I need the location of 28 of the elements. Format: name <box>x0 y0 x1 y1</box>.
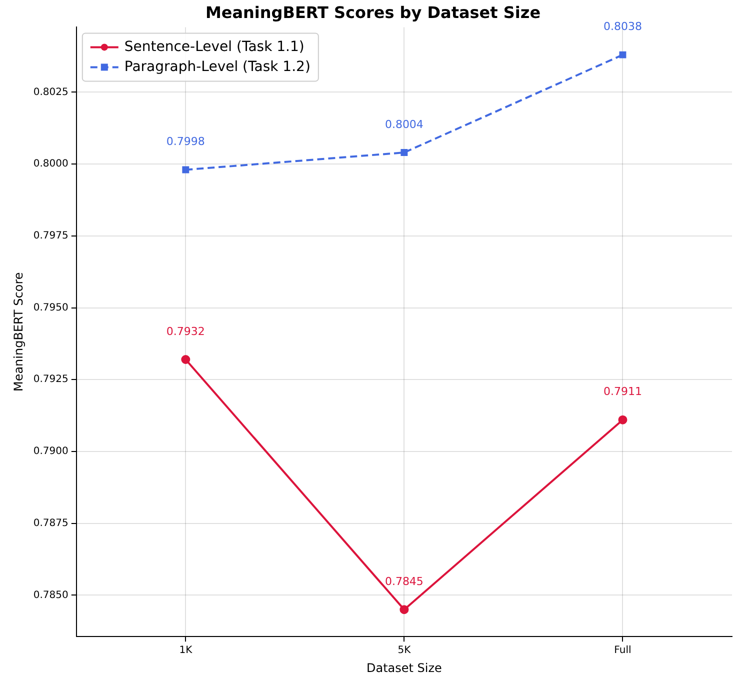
y-tick-label: 0.7900 <box>33 446 68 458</box>
y-tick-label: 0.7875 <box>33 518 68 529</box>
point <box>618 415 628 424</box>
legend-label: Paragraph-Level (Task 1.2) <box>124 58 310 75</box>
y-tick-label: 0.7850 <box>33 590 68 601</box>
point <box>181 354 190 364</box>
x-tick-label: Full <box>614 645 632 656</box>
point <box>182 166 190 174</box>
data-label: 0.8038 <box>603 20 642 34</box>
y-tick-label: 0.7925 <box>33 374 68 386</box>
data-label: 0.7911 <box>603 385 642 398</box>
y-tick-label: 0.8000 <box>33 158 68 170</box>
y-axis-title: MeaningBERT Score <box>11 272 26 392</box>
point <box>400 149 408 156</box>
y-tick-label: 0.7975 <box>33 230 68 242</box>
data-label: 0.7845 <box>384 574 424 588</box>
point <box>619 51 626 58</box>
y-tick-label: 0.7950 <box>33 302 68 314</box>
data-label: 0.8004 <box>384 118 424 131</box>
legend-label: Sentence-Level (Task 1.1) <box>124 38 304 55</box>
x-axis-title: Dataset Size <box>366 660 442 675</box>
y-tick-label: 0.8025 <box>33 86 68 98</box>
chart-title: MeaningBERT Scores by Dataset Size <box>205 2 541 22</box>
data-label: 0.7998 <box>166 135 205 148</box>
x-tick-label: 1K <box>179 645 193 656</box>
x-tick-label: 5K <box>398 645 412 656</box>
point <box>400 605 409 614</box>
data-label: 0.7932 <box>166 324 205 338</box>
